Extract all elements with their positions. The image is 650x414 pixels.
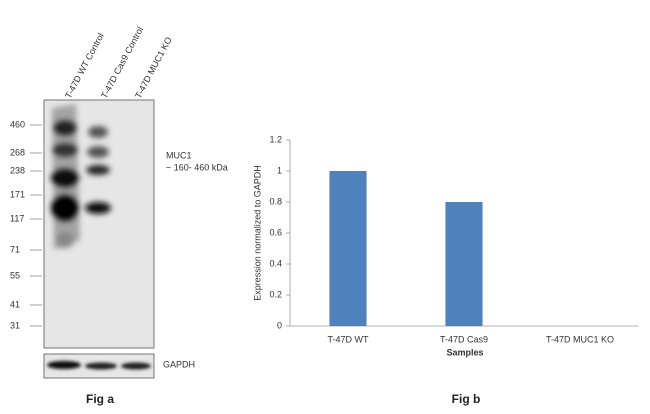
target-size: ~ 160- 460 kDa [166, 162, 228, 172]
y-tick-label: 0.2 [269, 289, 282, 299]
y-axis-label: Expression normalized to GAPDH [252, 165, 262, 301]
caption: Fig b [452, 392, 481, 406]
y-tick-label: 1 [277, 165, 282, 175]
blot-bands [51, 104, 111, 250]
bar [329, 171, 367, 326]
y-tick-label: 0.6 [269, 227, 282, 237]
bar [445, 202, 483, 326]
lane-label: T-47D WT Control [63, 31, 106, 100]
y-tick-label: 0 [277, 320, 282, 330]
gapdh-bands [47, 361, 151, 370]
loading-control-label: GAPDH [163, 359, 195, 369]
x-tick-label: T-47D WT [327, 334, 369, 344]
marker-label: 41 [10, 299, 20, 309]
marker-label: 268 [10, 147, 25, 157]
y-tick-label: 0.8 [269, 196, 282, 206]
y-tick-label: 1.2 [269, 134, 282, 144]
marker-label: 71 [10, 244, 20, 254]
x-tick-label: T-47D MUC1 KO [546, 334, 614, 344]
x-axis-label: Samples [446, 347, 483, 357]
x-tick-label: T-47D Cas9 [440, 334, 488, 344]
marker-label: 238 [10, 165, 25, 175]
target-label: MUC1 [166, 150, 192, 160]
marker-label: 117 [10, 213, 24, 223]
y-tick-label: 0.4 [269, 258, 282, 268]
marker-label: 171 [10, 189, 25, 199]
caption: Fig a [86, 392, 114, 406]
marker-label: 55 [10, 270, 20, 280]
lane-label: T-47D MUC1 KO [133, 35, 174, 100]
marker-label: 31 [10, 320, 20, 330]
marker-label: 460 [10, 119, 25, 129]
